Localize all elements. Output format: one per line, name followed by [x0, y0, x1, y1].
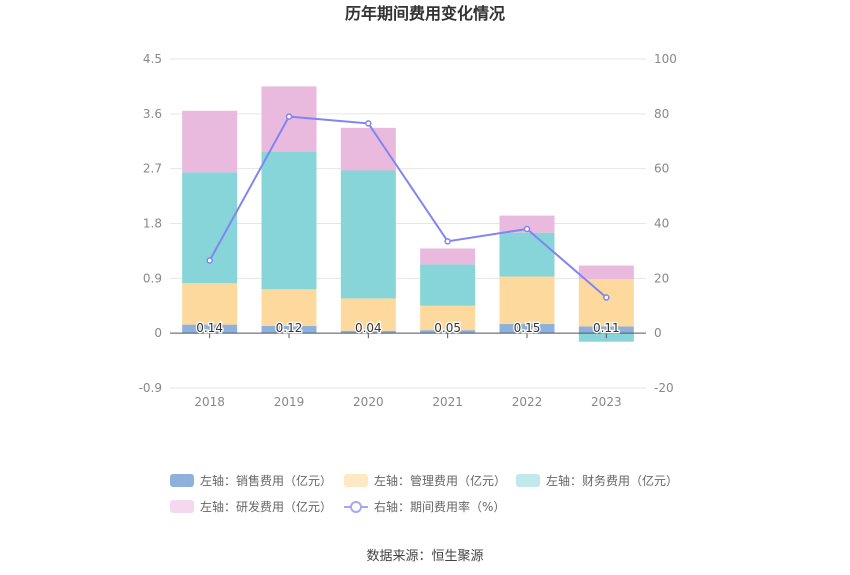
y-right-tick-label: 60: [654, 162, 669, 176]
chart-svg: 历年期间费用变化情况 -0.9 -20 0 0 0.9 20 1.8 40 2.7 60 3.6 80 4…: [139, 4, 677, 409]
bar-segment: [420, 248, 476, 265]
bar-segment: [420, 330, 476, 334]
y-right-tick-label: 0: [654, 326, 662, 340]
bar-segment: [182, 172, 238, 284]
x-tick-label: 2022: [512, 395, 543, 409]
y-left-tick-label: -0.9: [139, 381, 162, 395]
bar-data-label: 0.11: [593, 321, 620, 335]
bar-segment: [578, 265, 634, 279]
bar-segment: [261, 325, 317, 334]
legend-item-admin[interactable]: 左轴：管理费用（亿元）: [344, 472, 506, 489]
y-right-tick-label: 100: [654, 52, 677, 66]
bar-segment: [340, 330, 396, 334]
bar-segment: [182, 324, 238, 334]
bar-segment: [340, 127, 396, 171]
bar-data-label: 0.15: [514, 321, 541, 335]
legend-item-finance[interactable]: 左轴：财务费用（亿元）: [516, 472, 678, 489]
rate-line: [208, 115, 607, 299]
bar-segment: [340, 298, 396, 331]
bar-segment: [420, 264, 476, 306]
bar-segment: [499, 215, 555, 233]
y-left-tick-label: 3.6: [143, 107, 162, 121]
y-left-tick-label: 2.7: [143, 162, 162, 176]
bar-segment: [578, 326, 634, 334]
y-left-tick-label: 0: [154, 326, 162, 340]
legend-item-rnd[interactable]: 左轴：研发费用（亿元）: [170, 498, 332, 515]
x-tick-label: 2021: [432, 395, 463, 409]
source-note: 数据来源：恒生聚源: [366, 549, 484, 564]
y-left-tick-label: 0.9: [143, 271, 162, 285]
legend-label-sales: 左轴：销售费用（亿元）: [200, 474, 333, 488]
bar-data-label: 0.14: [196, 321, 223, 335]
rate-point: [365, 120, 372, 127]
y-left-tick-label: 4.5: [143, 52, 162, 66]
rate-point: [285, 113, 293, 120]
y-right-tick-label: -20: [654, 381, 674, 395]
bar-segment: [499, 276, 555, 325]
legend-label-rnd: 左轴：研发费用（亿元）: [200, 500, 333, 514]
rate-point: [603, 294, 610, 301]
rate-point: [206, 257, 213, 264]
bar-data-label: 0.12: [276, 321, 303, 335]
y-left-tick-label: 1.8: [143, 217, 162, 231]
bar-segment: [340, 170, 396, 299]
bar-segment: [182, 283, 238, 325]
rate-point: [523, 225, 531, 233]
legend-swatch-finance: [516, 474, 540, 487]
legend-line-swatch-rate: [344, 500, 368, 513]
bar-segment: [261, 151, 317, 290]
y-right-tick-label: 40: [654, 217, 669, 231]
bar-data-label: 0.04: [355, 321, 382, 335]
y-right-tick-label: 80: [654, 107, 669, 121]
chart-title: 历年期间费用变化情况: [345, 4, 505, 23]
legend-label-rate: 右轴：期间费用率（%）: [374, 500, 506, 514]
rate-point: [444, 238, 451, 245]
bar-segment: [261, 289, 317, 326]
legend-swatch-sales: [170, 474, 194, 487]
bar-segment: [182, 110, 238, 173]
legend-swatch-admin: [344, 474, 368, 487]
bar-segment: [499, 324, 555, 334]
x-tick-label: 2018: [194, 395, 225, 409]
bar-data-label: 0.05: [434, 321, 461, 335]
legend-item-sales[interactable]: 左轴：销售费用（亿元）: [170, 472, 332, 489]
bar-segment: [578, 278, 634, 327]
legend-item-rate[interactable]: 右轴：期间费用率（%）: [344, 498, 505, 515]
legend-label-admin: 左轴：管理费用（亿元）: [374, 474, 507, 488]
bar-segment: [420, 305, 476, 331]
y-right-tick-label: 20: [654, 271, 669, 285]
x-tick-label: 2023: [591, 395, 622, 409]
x-tick-label: 2019: [274, 395, 305, 409]
legend-swatch-rnd: [170, 500, 194, 513]
legend-label-finance: 左轴：财务费用（亿元）: [546, 474, 679, 488]
x-tick-label: 2020: [353, 395, 384, 409]
bar-segment: [499, 232, 555, 277]
